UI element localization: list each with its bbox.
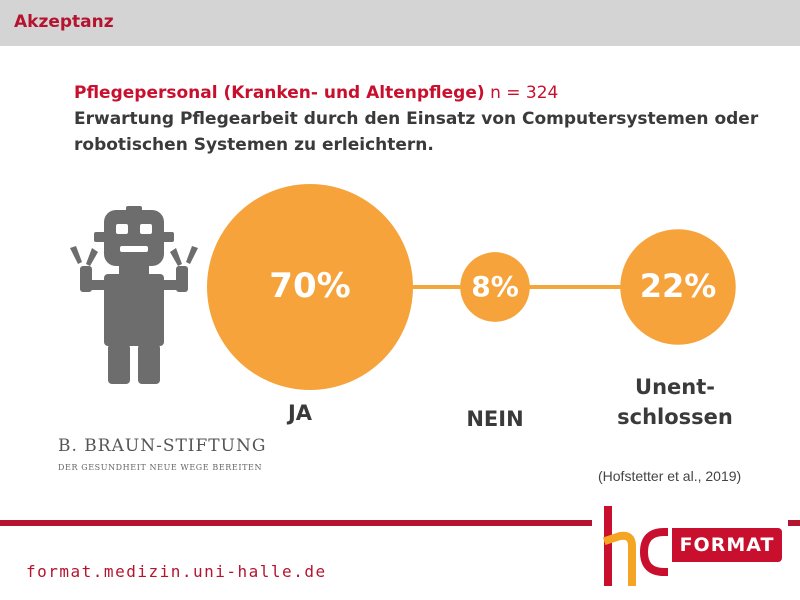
bubble-chart — [207, 184, 736, 390]
logo-mark-text: hc — [592, 506, 594, 507]
bubble-value-label-2: 22% — [639, 267, 717, 306]
category-label-ja: JA — [287, 401, 313, 425]
citation: (Hofstetter et al., 2019) — [598, 468, 742, 484]
category-label-nein: NEIN — [466, 407, 524, 431]
format-logo: hc FORMAT — [592, 506, 788, 586]
bubble-1 — [460, 252, 530, 322]
bubble-value-label-0: 70% — [269, 265, 351, 306]
unent-line-1: Unent- — [635, 375, 715, 399]
group-label: Pflegepersonal (Kranken- und Altenpflege… — [74, 83, 485, 103]
sample-size: n = 324 — [490, 83, 559, 103]
unent-line-2: schlossen — [617, 405, 733, 429]
bubble-value-label-1: 8% — [471, 269, 519, 303]
bubble-2 — [620, 229, 736, 345]
format-logo-text: FORMAT — [679, 534, 775, 556]
question-line-1: Erwartung Pflegearbeit durch den Einsatz… — [74, 109, 759, 129]
question-line-2: robotischen Systemen zu erleichtern. — [74, 135, 434, 155]
braun-stiftung-logo: B. BRAUN-STIFTUNG — [58, 436, 267, 456]
format-logo-box: FORMAT — [672, 528, 782, 562]
robot-icon — [64, 206, 204, 396]
category-label-unentschlossen: Unent- schlossen — [610, 372, 740, 432]
footer-divider — [0, 520, 800, 526]
header-bar: Akzeptanz — [0, 0, 800, 46]
slide-title: Akzeptanz — [14, 12, 114, 32]
bubble-0 — [207, 184, 413, 390]
footer-url: format.medizin.uni-halle.de — [26, 562, 327, 581]
hc-logo-mark-icon: hc — [592, 506, 669, 586]
braun-stiftung-tagline: DER GESUNDHEIT NEUE WEGE BEREITEN — [58, 463, 263, 472]
slide-heading: Pflegepersonal (Kranken- und Altenpflege… — [74, 80, 774, 158]
